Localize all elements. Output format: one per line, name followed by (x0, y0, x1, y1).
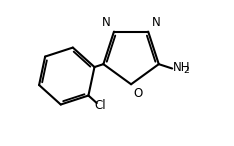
Text: O: O (133, 87, 143, 100)
Text: Cl: Cl (94, 99, 106, 112)
Text: 2: 2 (183, 66, 189, 74)
Text: NH: NH (173, 61, 191, 74)
Text: N: N (102, 16, 111, 29)
Text: N: N (152, 16, 160, 29)
